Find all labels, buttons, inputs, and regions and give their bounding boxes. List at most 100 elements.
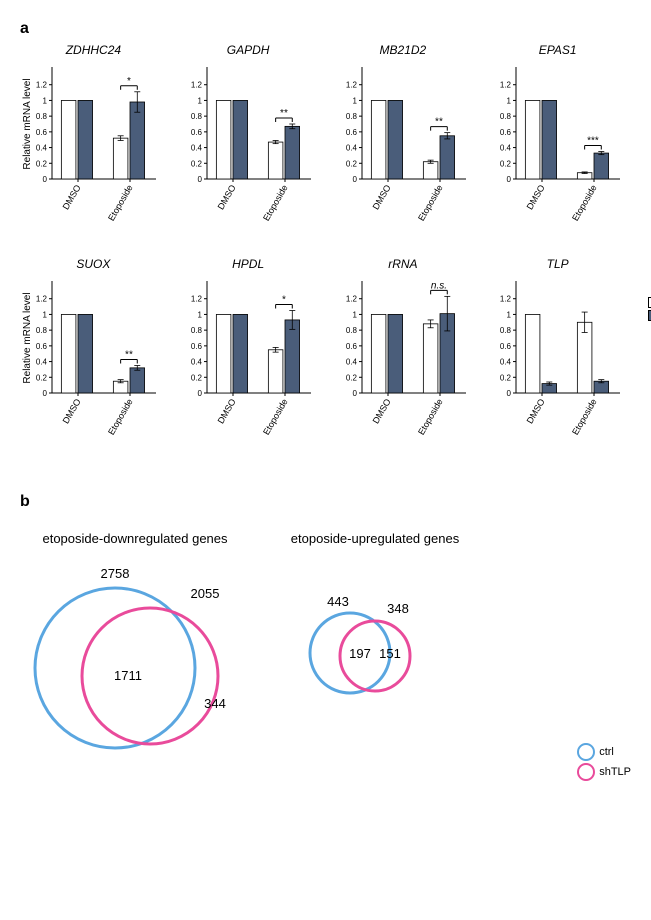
chart-title: ZDHHC24 xyxy=(20,43,167,57)
svg-text:2758: 2758 xyxy=(101,566,130,581)
svg-text:1: 1 xyxy=(352,310,357,319)
chart-svg: 00.20.40.60.811.2Relative mRNA levelDMSO… xyxy=(20,59,160,244)
svg-text:0: 0 xyxy=(43,175,48,184)
bar-chart-rrna: rRNA00.20.40.60.811.2DMSOEtoposiden.s. xyxy=(330,257,477,463)
chart-svg: 00.20.40.60.811.2DMSOEtoposiden.s. xyxy=(330,273,470,458)
svg-text:0: 0 xyxy=(197,389,202,398)
svg-text:Etoposide: Etoposide xyxy=(261,183,290,223)
svg-text:0.4: 0.4 xyxy=(345,358,357,367)
svg-text:197: 197 xyxy=(349,646,371,661)
svg-text:DMSO: DMSO xyxy=(61,397,83,425)
bar-chart-epas1: EPAS100.20.40.60.811.2DMSOEtoposide*** xyxy=(484,43,631,249)
legend-b-ctrl: ctrl xyxy=(577,743,631,761)
svg-text:0.6: 0.6 xyxy=(191,128,203,137)
legend-b: ctrl shTLP xyxy=(577,743,631,783)
svg-text:0.2: 0.2 xyxy=(36,373,48,382)
svg-text:0.2: 0.2 xyxy=(345,159,357,168)
chart-svg: 00.20.40.60.811.2DMSOEtoposide** xyxy=(330,59,470,244)
svg-text:0.8: 0.8 xyxy=(345,326,357,335)
chart-title: SUOX xyxy=(20,257,167,271)
chart-svg: 00.20.40.60.811.2DMSOEtoposide xyxy=(484,273,624,458)
bar-chart-hpdl: HPDL00.20.40.60.811.2DMSOEtoposide* xyxy=(175,257,322,463)
panel-a-label: a xyxy=(20,20,631,38)
legend-b-shtlp-label: shTLP xyxy=(599,766,631,778)
svg-text:1711: 1711 xyxy=(114,668,142,683)
svg-text:1: 1 xyxy=(197,310,202,319)
svg-text:0.6: 0.6 xyxy=(36,128,48,137)
panel-b-label: b xyxy=(20,493,631,511)
svg-text:2055: 2055 xyxy=(191,586,220,601)
svg-text:1.2: 1.2 xyxy=(500,81,512,90)
svg-text:0: 0 xyxy=(352,389,357,398)
svg-text:344: 344 xyxy=(204,696,226,711)
svg-text:1: 1 xyxy=(43,310,48,319)
svg-text:1.2: 1.2 xyxy=(191,295,203,304)
chart-svg: 00.20.40.60.811.2DMSOEtoposide* xyxy=(175,273,315,458)
svg-text:DMSO: DMSO xyxy=(370,397,392,425)
svg-text:0.4: 0.4 xyxy=(345,144,357,153)
bar-chart-suox: SUOX00.20.40.60.811.2Relative mRNA level… xyxy=(20,257,167,463)
svg-text:Relative mRNA level: Relative mRNA level xyxy=(22,78,33,169)
svg-text:0: 0 xyxy=(43,389,48,398)
venn-up-svg: 443 348 197 151 xyxy=(290,558,460,768)
svg-text:1: 1 xyxy=(507,310,512,319)
chart-title: EPAS1 xyxy=(484,43,631,57)
legend-circle-ctrl-icon xyxy=(577,743,595,761)
svg-text:0: 0 xyxy=(352,175,357,184)
svg-text:0: 0 xyxy=(197,175,202,184)
svg-text:0.8: 0.8 xyxy=(191,326,203,335)
svg-text:0.4: 0.4 xyxy=(500,144,512,153)
legend-b-shtlp: shTLP xyxy=(577,763,631,781)
legend-circle-shtlp-icon xyxy=(577,763,595,781)
svg-text:0.8: 0.8 xyxy=(500,326,512,335)
svg-text:**: ** xyxy=(125,350,133,361)
svg-text:Etoposide: Etoposide xyxy=(570,397,599,437)
svg-text:DMSO: DMSO xyxy=(525,397,547,425)
chart-svg: 00.20.40.60.811.2DMSOEtoposide*** xyxy=(484,59,624,244)
svg-text:0.2: 0.2 xyxy=(191,373,203,382)
svg-text:Etoposide: Etoposide xyxy=(106,397,135,437)
svg-text:0.8: 0.8 xyxy=(345,112,357,121)
chart-title: HPDL xyxy=(175,257,322,271)
svg-text:0.2: 0.2 xyxy=(345,373,357,382)
svg-text:0: 0 xyxy=(507,175,512,184)
svg-text:DMSO: DMSO xyxy=(215,183,237,211)
bar-chart-zdhhc24: ZDHHC2400.20.40.60.811.2Relative mRNA le… xyxy=(20,43,167,249)
svg-text:0.8: 0.8 xyxy=(191,112,203,121)
svg-text:0.6: 0.6 xyxy=(345,128,357,137)
svg-text:1.2: 1.2 xyxy=(345,81,357,90)
svg-text:0.4: 0.4 xyxy=(500,358,512,367)
svg-text:0.6: 0.6 xyxy=(500,342,512,351)
chart-svg: 00.20.40.60.811.2Relative mRNA levelDMSO… xyxy=(20,273,160,458)
bar-chart-tlp: TLP00.20.40.60.811.2DMSOEtoposidectrlshT… xyxy=(484,257,631,463)
svg-text:0: 0 xyxy=(507,389,512,398)
svg-text:*: * xyxy=(127,76,131,87)
svg-text:348: 348 xyxy=(387,601,409,616)
svg-text:0.2: 0.2 xyxy=(191,159,203,168)
svg-text:0.4: 0.4 xyxy=(36,144,48,153)
svg-text:0.6: 0.6 xyxy=(191,342,203,351)
chart-title: rRNA xyxy=(330,257,477,271)
svg-text:Relative mRNA level: Relative mRNA level xyxy=(22,292,33,383)
svg-text:0.6: 0.6 xyxy=(500,128,512,137)
svg-text:0.8: 0.8 xyxy=(36,326,48,335)
legend-b-ctrl-label: ctrl xyxy=(599,746,614,758)
chart-svg: 00.20.40.60.811.2DMSOEtoposide** xyxy=(175,59,315,244)
svg-text:**: ** xyxy=(435,117,443,128)
svg-text:0.4: 0.4 xyxy=(191,358,203,367)
svg-text:Etoposide: Etoposide xyxy=(416,183,445,223)
svg-text:443: 443 xyxy=(327,594,349,609)
svg-text:Etoposide: Etoposide xyxy=(416,397,445,437)
svg-text:0.4: 0.4 xyxy=(36,358,48,367)
svg-text:DMSO: DMSO xyxy=(215,397,237,425)
svg-text:151: 151 xyxy=(379,646,401,661)
chart-title: TLP xyxy=(484,257,631,271)
svg-text:DMSO: DMSO xyxy=(525,183,547,211)
svg-text:Etoposide: Etoposide xyxy=(570,183,599,223)
svg-text:1.2: 1.2 xyxy=(345,295,357,304)
chart-title: MB21D2 xyxy=(330,43,477,57)
svg-text:Etoposide: Etoposide xyxy=(106,183,135,223)
svg-text:0.6: 0.6 xyxy=(345,342,357,351)
venn-up-title: etoposide-upregulated genes xyxy=(290,531,460,546)
svg-text:0.4: 0.4 xyxy=(191,144,203,153)
